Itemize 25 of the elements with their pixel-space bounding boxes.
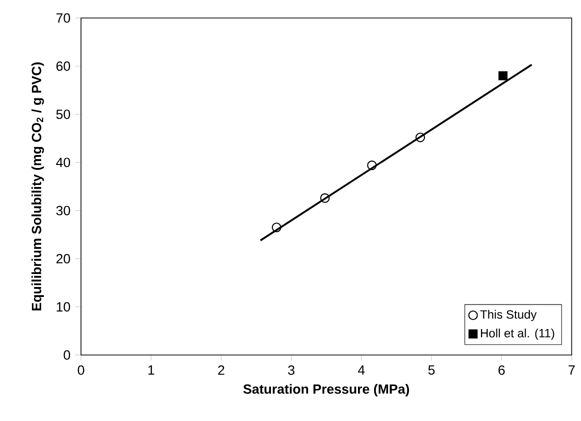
x-tick-label: 0 xyxy=(78,365,84,375)
y-axis-title: Equilibrium Solubility (mg CO$_{2}$ / g PVC) xyxy=(31,62,44,310)
y-tick-label: 10 xyxy=(56,302,70,312)
y-tick-label: 70 xyxy=(56,13,70,23)
x-tick-label: 5 xyxy=(428,365,435,375)
x-tick-label: 3 xyxy=(288,365,294,375)
y-tick-label: 0 xyxy=(64,350,70,360)
x-tick-label: 6 xyxy=(498,365,505,375)
legend-label: Holl et al. (11) xyxy=(480,328,554,340)
x-tick-label: 2 xyxy=(218,365,224,375)
y-tick-label: 40 xyxy=(56,158,70,168)
point xyxy=(320,193,330,203)
y-tick-label: 20 xyxy=(56,254,70,264)
legend-label: This Study xyxy=(480,310,537,322)
y-tick-label: 50 xyxy=(56,110,70,119)
point xyxy=(367,160,377,170)
x-tick-label: 7 xyxy=(568,365,575,375)
y-tick-label: 30 xyxy=(56,206,70,216)
x-axis-title: Saturation Pressure (MPa) xyxy=(243,384,410,396)
x-tick-label: 1 xyxy=(148,365,154,375)
y-tick-label: 60 xyxy=(56,61,70,71)
point xyxy=(498,71,508,80)
point xyxy=(272,222,282,232)
x-tick-label: 4 xyxy=(358,365,365,375)
point xyxy=(415,132,426,142)
